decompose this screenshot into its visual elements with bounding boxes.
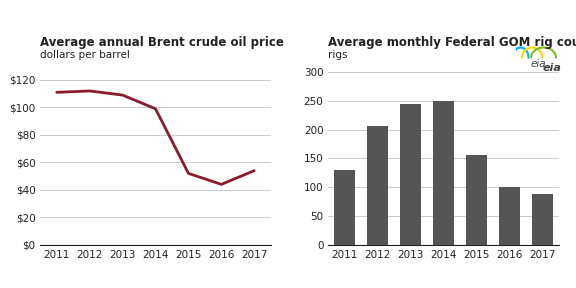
Bar (367, 126, 388, 245)
Text: dollars per barrel: dollars per barrel (40, 50, 130, 60)
Text: Average monthly Federal GOM rig count: Average monthly Federal GOM rig count (328, 36, 576, 49)
Bar (433, 101, 454, 245)
Bar (499, 187, 520, 245)
Text: eia: eia (530, 59, 547, 69)
Bar (334, 170, 355, 245)
Bar (466, 155, 487, 245)
Text: rigs: rigs (328, 50, 348, 60)
Text: eia: eia (543, 63, 562, 73)
Bar (400, 104, 421, 245)
Bar (532, 194, 553, 245)
Text: Average annual Brent crude oil price: Average annual Brent crude oil price (40, 36, 284, 49)
